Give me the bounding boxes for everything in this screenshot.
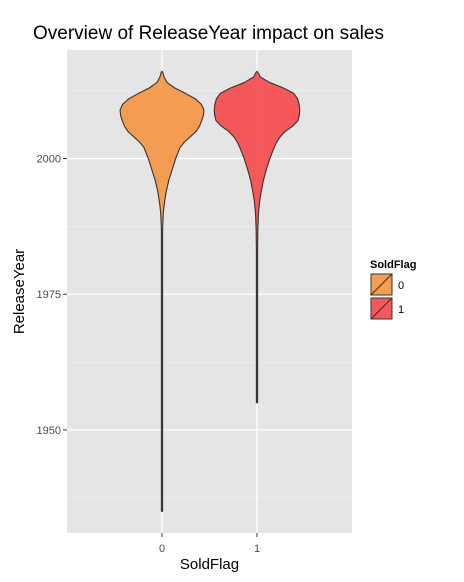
- legend: SoldFlag 0 1: [369, 259, 416, 321]
- y-tick-label: 1975: [37, 289, 61, 301]
- legend-swatch-slash: [370, 297, 393, 320]
- x-axis-title: SoldFlag: [180, 556, 239, 573]
- legend-swatch-slash: [370, 273, 393, 296]
- chart-title: Overview of ReleaseYear impact on sales: [33, 23, 384, 44]
- legend-title: SoldFlag: [370, 259, 416, 271]
- violins: [119, 71, 301, 512]
- violin-1: [213, 71, 301, 404]
- x-tick-label: 0: [159, 543, 165, 555]
- y-axis-ticks: 1950 1975 2000: [37, 154, 67, 437]
- legend-label-0: 0: [398, 280, 404, 292]
- violin-0: [119, 71, 205, 512]
- plot-panel: [67, 50, 352, 533]
- y-tick-label: 1950: [37, 425, 61, 437]
- y-axis-title: ReleaseYear: [11, 249, 28, 334]
- y-tick-label: 2000: [37, 154, 61, 166]
- x-tick-label: 1: [254, 543, 260, 555]
- legend-label-1: 1: [398, 304, 404, 316]
